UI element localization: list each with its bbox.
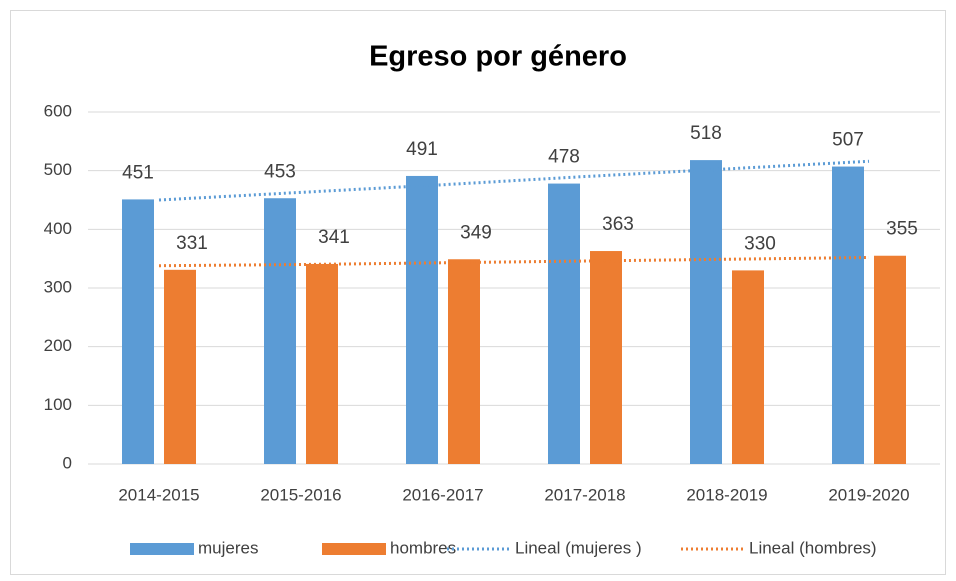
data-label: 330 xyxy=(744,233,776,254)
data-label: 451 xyxy=(122,162,154,183)
bar xyxy=(264,198,296,465)
data-label: 363 xyxy=(602,214,634,235)
bar xyxy=(832,166,864,464)
legend-label: mujeres xyxy=(198,538,258,557)
bar xyxy=(164,269,196,464)
data-label: 453 xyxy=(264,161,296,182)
x-tick-label: 2015-2016 xyxy=(260,485,341,504)
x-tick-label: 2019-2020 xyxy=(828,485,909,504)
y-tick-label: 600 xyxy=(44,101,72,120)
x-tick-label: 2016-2017 xyxy=(402,485,483,504)
y-tick-label: 0 xyxy=(63,453,72,472)
trend-line xyxy=(158,159,870,202)
chart-title: Egreso por género xyxy=(369,41,627,73)
bar xyxy=(122,199,154,464)
data-label: 349 xyxy=(460,222,492,243)
x-tick-label: 2014-2015 xyxy=(118,485,199,504)
data-label: 341 xyxy=(318,227,350,248)
bar xyxy=(690,160,722,464)
legend-label: hombres xyxy=(390,538,456,557)
data-label: 491 xyxy=(406,139,438,160)
y-tick-label: 300 xyxy=(44,277,72,296)
y-tick-label: 200 xyxy=(44,336,72,355)
x-tick-label: 2017-2018 xyxy=(544,485,625,504)
y-tick-label: 500 xyxy=(44,160,72,179)
bar xyxy=(306,263,338,464)
legend-swatch xyxy=(322,543,386,555)
data-label: 507 xyxy=(832,130,864,151)
data-label: 331 xyxy=(176,233,208,254)
bar xyxy=(448,259,480,464)
bar xyxy=(406,175,438,465)
y-tick-label: 100 xyxy=(44,395,72,414)
x-tick-label: 2018-2019 xyxy=(686,485,767,504)
trend-line xyxy=(158,255,870,268)
bar xyxy=(548,183,580,464)
data-label: 478 xyxy=(548,147,580,168)
legend-swatch xyxy=(130,543,194,555)
legend-label: Lineal (hombres) xyxy=(749,538,877,557)
bar xyxy=(732,270,764,464)
bar xyxy=(590,251,622,464)
data-label: 355 xyxy=(886,219,918,240)
y-tick-label: 400 xyxy=(44,219,72,238)
legend-label: Lineal (mujeres ) xyxy=(515,538,642,557)
data-label: 518 xyxy=(690,123,722,144)
bar xyxy=(874,255,906,464)
